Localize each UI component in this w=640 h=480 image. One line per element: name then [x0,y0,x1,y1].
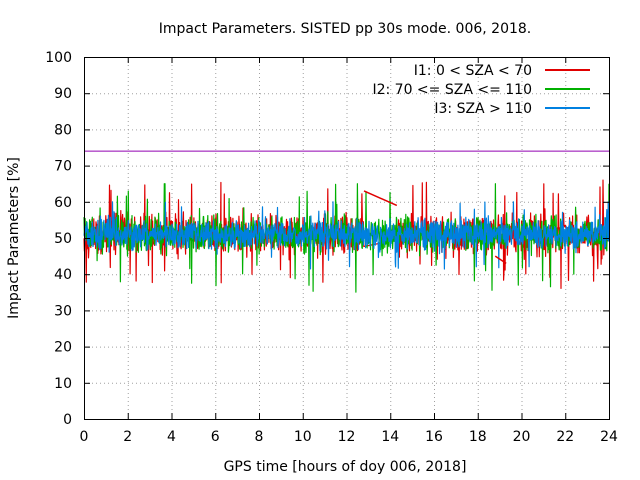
x-tick-label: 6 [211,429,220,445]
chart-title: Impact Parameters. SISTED pp 30s mode. 0… [159,21,532,37]
x-tick-label: 24 [600,429,618,445]
x-tick-label: 10 [294,429,312,445]
y-tick-label: 20 [54,340,72,356]
y-tick-label: 30 [54,303,72,319]
y-tick-label: 60 [54,195,72,211]
y-tick-label: 0 [63,412,72,428]
x-tick-label: 14 [381,429,399,445]
tick-marks [84,57,610,420]
y-tick-label: 80 [54,122,72,138]
y-tick-labels: 0 10 20 30 40 50 60 70 80 90 100 [45,50,72,428]
x-tick-label: 2 [123,429,132,445]
x-tick-label: 16 [425,429,443,445]
series-1-gap-segment [363,190,398,207]
legend-label-1: I1: 0 < SZA < 70 [414,63,532,79]
series-layer [83,179,610,293]
y-tick-label: 10 [54,376,72,392]
legend-label-3: I3: SZA > 110 [434,101,532,117]
x-tick-label: 0 [80,429,89,445]
y-tick-label: 100 [45,50,72,66]
series-3-line [83,201,610,270]
x-tick-label: 8 [255,429,264,445]
x-tick-label: 4 [167,429,176,445]
x-axis-title: GPS time [hours of doy 006, 2018] [224,459,467,475]
series-1-gap-segment [494,255,507,264]
x-tick-label: 20 [513,429,531,445]
y-tick-label: 40 [54,267,72,283]
y-tick-label: 50 [54,231,72,247]
x-tick-label: 18 [469,429,487,445]
x-tick-label: 22 [556,429,574,445]
x-tick-label: 12 [338,429,356,445]
x-tick-labels: 0 2 4 6 8 10 12 14 16 18 20 22 24 [80,429,618,445]
y-axis-title: Impact Parameters [%] [6,157,22,319]
y-tick-label: 90 [54,86,72,102]
legend-label-2: I2: 70 <= SZA <= 110 [372,82,532,98]
y-tick-label: 70 [54,159,72,175]
legend: I1: 0 < SZA < 70 I2: 70 <= SZA <= 110 I3: … [372,63,590,117]
